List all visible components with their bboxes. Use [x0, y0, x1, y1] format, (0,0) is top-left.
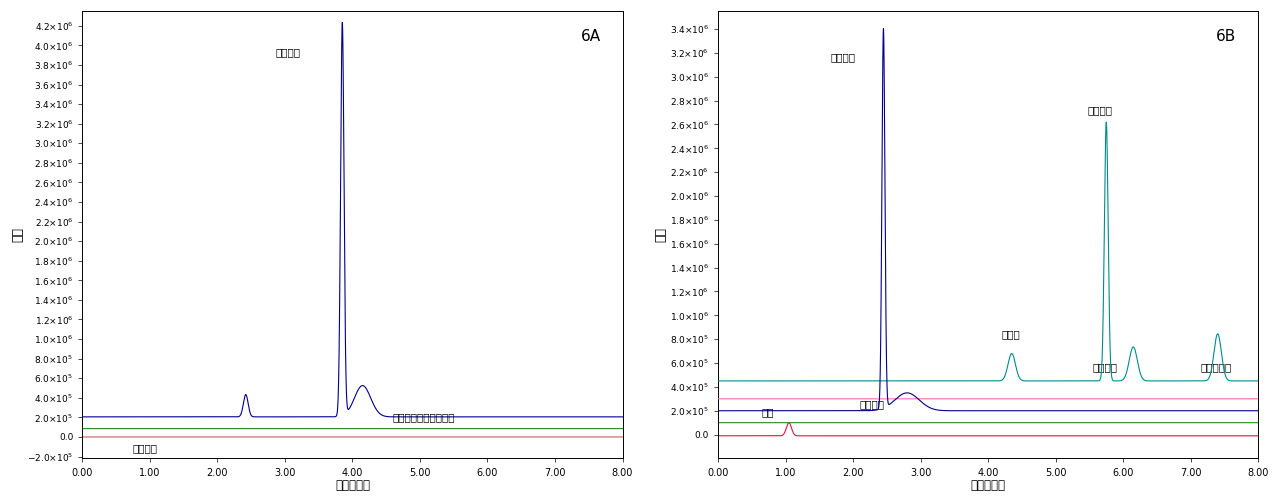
X-axis label: 時間（分）: 時間（分）	[335, 479, 370, 492]
Text: クエン酸: クエン酸	[1087, 105, 1112, 115]
Text: 6A: 6A	[581, 29, 600, 44]
Text: マレイン酸: マレイン酸	[1201, 363, 1233, 373]
Text: キナ酸: キナ酸	[1002, 329, 1020, 339]
Text: リンゴ酸: リンゴ酸	[133, 444, 157, 454]
Text: 乳酸: 乳酸	[762, 407, 774, 416]
Text: 6B: 6B	[1216, 29, 1236, 44]
Y-axis label: 強度: 強度	[654, 227, 667, 242]
Text: クエン酸: クエン酸	[275, 47, 301, 57]
Text: コハク酸: コハク酸	[860, 399, 884, 409]
Text: トランスアコニット酸: トランスアコニット酸	[393, 412, 456, 422]
Text: フマル酸: フマル酸	[1093, 363, 1117, 373]
X-axis label: 時間（分）: 時間（分）	[970, 479, 1006, 492]
Text: リンゴ酸: リンゴ酸	[831, 52, 855, 62]
Y-axis label: 強度: 強度	[12, 227, 24, 242]
